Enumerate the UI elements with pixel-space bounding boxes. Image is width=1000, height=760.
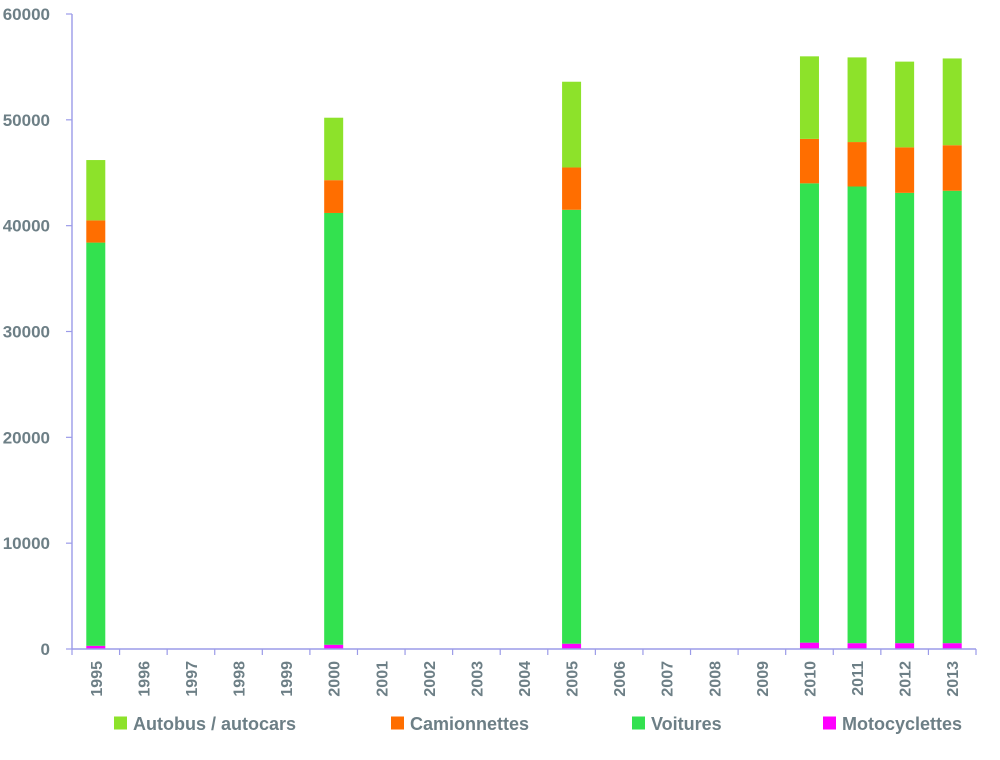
bar-segment-autobus-autocars-2012 bbox=[895, 61, 915, 148]
y-ticks: 0 10000 20000 30000 40000 50000 60000 bbox=[3, 5, 72, 659]
x-tick-label: 1997 bbox=[184, 661, 201, 697]
bar-segment-autobus-autocars-2000 bbox=[324, 117, 344, 181]
x-tick-label: 2008 bbox=[707, 661, 724, 697]
y-tick-label: 20000 bbox=[3, 428, 50, 447]
legend-label-motocyclettes: Motocyclettes bbox=[842, 714, 962, 734]
legend-label-voitures: Voitures bbox=[651, 714, 722, 734]
x-tick-label: 2002 bbox=[422, 661, 439, 697]
x-tick-label: 2001 bbox=[374, 661, 391, 697]
bar-segment-autobus-autocars-1995 bbox=[86, 160, 106, 221]
bar-segment-voitures-2000 bbox=[324, 212, 344, 645]
x-tick-label: 2000 bbox=[327, 661, 344, 697]
bars-layer bbox=[86, 56, 962, 649]
legend: Autobus / autocars Camionnettes Voitures Mo… bbox=[114, 714, 962, 734]
x-tick-label: 2007 bbox=[660, 661, 677, 697]
bar-segment-motocyclettes-2000 bbox=[324, 644, 344, 649]
x-tick-label: 1998 bbox=[232, 661, 249, 697]
bar-segment-camionnettes-2012 bbox=[895, 147, 915, 193]
bar-segment-motocyclettes-2012 bbox=[895, 643, 915, 649]
x-tick-label: 2012 bbox=[898, 661, 915, 697]
bar-segment-voitures-2012 bbox=[895, 192, 915, 644]
y-tick-label: 10000 bbox=[3, 534, 50, 553]
legend-label-camionnettes: Camionnettes bbox=[410, 714, 529, 734]
bar-segment-voitures-2011 bbox=[847, 186, 867, 644]
x-tick-label: 2003 bbox=[469, 661, 486, 697]
bar-segment-camionnettes-2013 bbox=[942, 145, 962, 191]
legend-swatch-voitures bbox=[632, 716, 645, 730]
bar-segment-camionnettes-2000 bbox=[324, 180, 344, 213]
bar-segment-motocyclettes-1995 bbox=[86, 645, 106, 649]
bar-segment-voitures-1995 bbox=[86, 242, 106, 646]
bar-segment-autobus-autocars-2013 bbox=[942, 58, 962, 146]
legend-swatch-motocyclettes bbox=[823, 716, 836, 730]
x-tick-label: 1995 bbox=[89, 661, 106, 697]
y-tick-label: 50000 bbox=[3, 111, 50, 130]
x-tick-label: 2013 bbox=[945, 661, 962, 697]
axes-layer bbox=[71, 14, 976, 650]
x-tick-label: 2006 bbox=[612, 661, 629, 697]
y-tick-label: 0 bbox=[41, 640, 50, 659]
x-tick-label: 2004 bbox=[517, 661, 534, 697]
bar-segment-motocyclettes-2005 bbox=[562, 643, 582, 649]
legend-label-autobus-autocars: Autobus / autocars bbox=[133, 714, 296, 734]
bar-segment-autobus-autocars-2011 bbox=[847, 57, 867, 143]
y-tick-label: 60000 bbox=[3, 5, 50, 24]
bar-segment-autobus-autocars-2010 bbox=[799, 56, 819, 139]
bar-segment-voitures-2013 bbox=[942, 190, 962, 644]
x-ticks: 1995 1996 1997 1998 1999 2000 2001 2002 2003 2004… bbox=[71, 649, 977, 697]
bar-segment-motocyclettes-2010 bbox=[799, 642, 819, 649]
x-tick-label: 1999 bbox=[279, 661, 296, 697]
x-tick-label: 2009 bbox=[755, 661, 772, 697]
bar-segment-autobus-autocars-2005 bbox=[562, 81, 582, 168]
bar-segment-camionnettes-2010 bbox=[799, 138, 819, 184]
legend-swatch-autobus-autocars bbox=[114, 716, 127, 730]
bar-segment-voitures-2010 bbox=[799, 183, 819, 643]
legend-swatch-camionnettes bbox=[391, 716, 404, 730]
y-tick-label: 40000 bbox=[3, 217, 50, 236]
bar-segment-motocyclettes-2011 bbox=[847, 643, 867, 649]
bar-segment-motocyclettes-2013 bbox=[942, 643, 962, 649]
x-tick-label: 2011 bbox=[850, 661, 867, 696]
bar-segment-camionnettes-2011 bbox=[847, 142, 867, 187]
bar-segment-voitures-2005 bbox=[562, 209, 582, 644]
x-tick-label: 1996 bbox=[136, 661, 153, 697]
x-tick-label: 2005 bbox=[565, 661, 582, 697]
bar-segment-camionnettes-2005 bbox=[562, 167, 582, 210]
bar-segment-camionnettes-1995 bbox=[86, 220, 106, 243]
x-tick-label: 2010 bbox=[802, 661, 819, 697]
y-tick-label: 30000 bbox=[3, 323, 50, 342]
